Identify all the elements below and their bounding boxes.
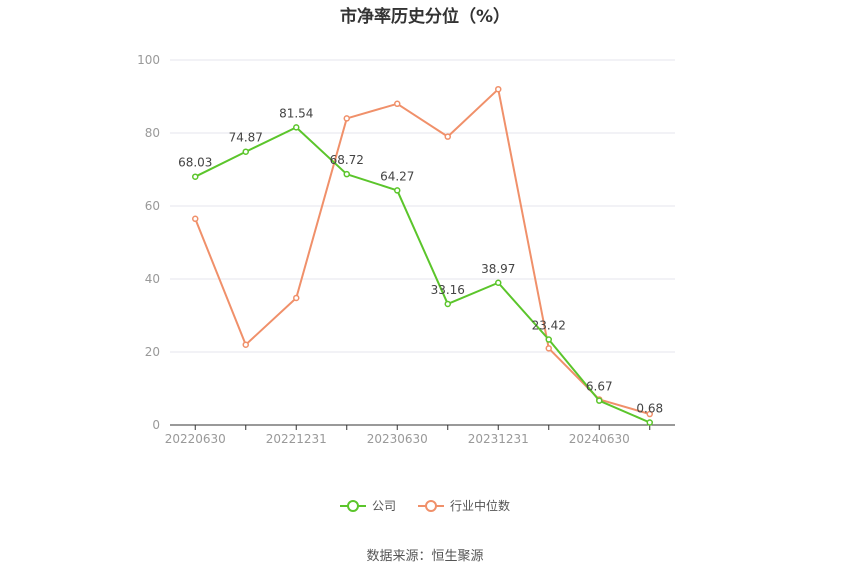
- legend-marker-company: [339, 499, 366, 513]
- x-tick-label: 20221231: [266, 432, 327, 446]
- data-point-0: [444, 300, 451, 308]
- y-tick-label: 0: [152, 418, 160, 432]
- x-tick-label: 20231231: [468, 432, 529, 446]
- data-point-0: [293, 124, 300, 131]
- data-point-1: [495, 85, 502, 93]
- data-point-0: [242, 148, 249, 155]
- y-tick-label: 40: [145, 272, 160, 286]
- x-tick-label: 20240630: [569, 432, 630, 446]
- y-tick-label: 100: [137, 53, 160, 67]
- data-point-1: [293, 294, 300, 302]
- legend-item-industry-median[interactable]: 行业中位数: [418, 497, 510, 514]
- y-tick-label: 20: [145, 345, 160, 359]
- data-point-0: [343, 170, 350, 178]
- legend-label-industry-median: 行业中位数: [450, 499, 511, 513]
- chart-legend: 公司 行业中位数: [0, 497, 850, 514]
- data-point-1: [444, 133, 451, 140]
- x-tick-label: 20220630: [165, 432, 226, 446]
- data-label: 33.16: [431, 283, 465, 297]
- data-source: 数据来源：恒生聚源: [366, 549, 484, 564]
- data-point-1: [545, 345, 552, 352]
- data-label: 0.68: [636, 402, 663, 416]
- data-point-0: [394, 187, 401, 194]
- data-label: 68.03: [178, 156, 212, 170]
- data-label: 81.54: [279, 106, 313, 120]
- data-point-1: [242, 341, 249, 348]
- data-label: 74.87: [229, 131, 263, 145]
- data-label: 68.72: [330, 153, 364, 167]
- data-label: 23.42: [532, 319, 566, 333]
- data-point-1: [192, 215, 199, 223]
- series-line-1: [194, 88, 651, 416]
- data-point-1: [343, 115, 350, 122]
- data-point-1: [394, 100, 401, 108]
- data-label: 38.97: [481, 262, 515, 276]
- data-point-0: [596, 397, 603, 404]
- legend-marker-industry-median: [418, 499, 444, 513]
- series-line-0: [194, 126, 651, 424]
- data-point-0: [646, 419, 653, 426]
- legend-item-company[interactable]: 公司: [339, 497, 396, 514]
- data-point-1: [646, 410, 653, 418]
- data-point-0: [545, 336, 552, 343]
- data-label: 6.67: [586, 380, 613, 394]
- legend-label-company: 公司: [371, 499, 396, 513]
- data-point-0: [495, 279, 502, 287]
- x-tick-label: 20230630: [367, 432, 428, 446]
- y-tick-label: 60: [145, 199, 160, 213]
- chart-title: 市净率历史分位（%）: [339, 7, 511, 27]
- y-tick-label: 80: [145, 126, 160, 140]
- data-point-0: [192, 173, 199, 180]
- data-label: 64.27: [380, 169, 414, 183]
